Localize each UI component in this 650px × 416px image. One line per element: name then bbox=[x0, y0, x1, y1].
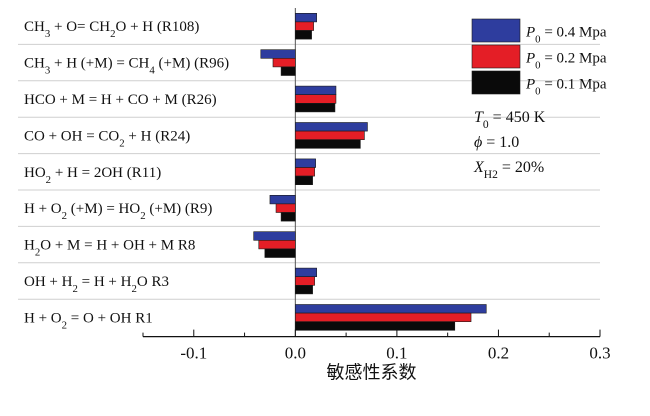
bar bbox=[260, 49, 296, 59]
bar bbox=[295, 13, 317, 23]
reaction-label: H2O + M = H + OH + M R8 bbox=[24, 238, 195, 259]
legend-label: P0 = 0.4 Mpa bbox=[525, 25, 607, 46]
x-tick-label: 0.2 bbox=[488, 344, 509, 363]
bar bbox=[295, 267, 317, 278]
bar bbox=[295, 21, 314, 31]
reaction-label: H + O2 = O + OH R1 bbox=[24, 310, 153, 331]
legend-swatch bbox=[471, 18, 521, 43]
condition-annotation: T0 = 450 K bbox=[474, 109, 546, 131]
reaction-label: HCO + M = H + CO + M (R26) bbox=[24, 92, 217, 108]
legend-label: P0 = 0.2 Mpa bbox=[525, 51, 607, 72]
bar bbox=[258, 240, 296, 250]
bar bbox=[295, 167, 315, 177]
legend-label: P0 = 0.1 Mpa bbox=[525, 77, 607, 98]
reaction-label: CH3 + H (+M) = CH4 (+M) (R96) bbox=[24, 56, 229, 77]
condition-annotation: ϕ = 1.0 bbox=[474, 134, 519, 151]
bar bbox=[295, 284, 313, 295]
bar bbox=[280, 66, 296, 76]
x-tick-label: 0.1 bbox=[386, 344, 407, 363]
bar bbox=[295, 103, 336, 113]
bar bbox=[269, 195, 296, 205]
bar bbox=[295, 30, 312, 40]
bar bbox=[264, 248, 296, 258]
condition-annotation: XH2 = 20% bbox=[473, 159, 544, 181]
bar bbox=[272, 57, 296, 68]
bar bbox=[295, 139, 361, 149]
reaction-label: HO2 + H = 2OH (R11) bbox=[24, 165, 161, 186]
bar bbox=[295, 304, 487, 314]
x-axis-title: 敏感性系数 bbox=[327, 363, 417, 384]
bar bbox=[295, 94, 337, 104]
legend-swatch bbox=[471, 70, 521, 95]
bar bbox=[295, 158, 316, 168]
bar bbox=[295, 312, 472, 323]
reaction-label: CO + OH = CO2 + H (R24) bbox=[24, 128, 190, 149]
legend-swatch bbox=[471, 44, 521, 69]
bar bbox=[295, 175, 313, 186]
reaction-label: OH + H2 = H + H2O R3 bbox=[24, 274, 169, 295]
bar bbox=[295, 122, 368, 132]
reaction-label: CH3 + O= CH2O + H (R108) bbox=[24, 19, 199, 40]
bar bbox=[280, 212, 296, 222]
bar bbox=[295, 321, 456, 331]
reaction-label: H + O2 (+M) = HO2 (+M) (R9) bbox=[24, 201, 212, 222]
x-tick-label: -0.1 bbox=[180, 344, 207, 363]
bar bbox=[295, 276, 315, 286]
bar bbox=[275, 203, 296, 213]
bar bbox=[253, 231, 296, 241]
bar bbox=[295, 85, 337, 95]
bar bbox=[295, 130, 365, 141]
x-tick-label: 0.0 bbox=[285, 344, 306, 363]
x-tick-label: 0.3 bbox=[589, 344, 610, 363]
